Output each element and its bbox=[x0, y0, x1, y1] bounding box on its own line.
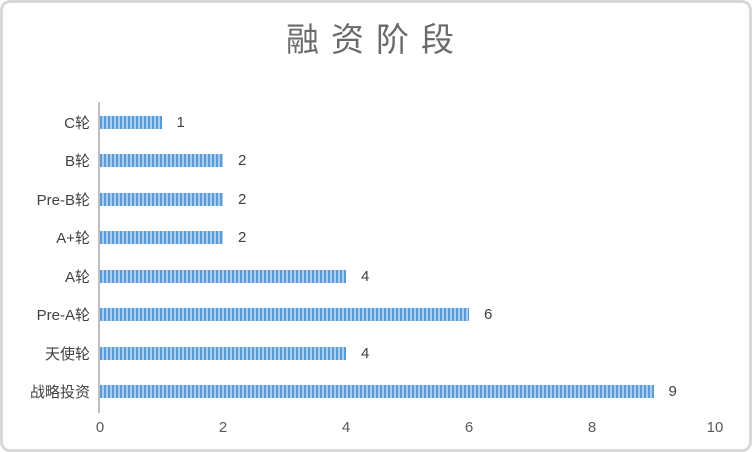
category-label: Pre-A轮 bbox=[36, 307, 90, 325]
value-label: 2 bbox=[238, 229, 247, 247]
bar bbox=[100, 192, 223, 206]
bar-row: C轮 1 bbox=[64, 103, 715, 142]
category-label: B轮 bbox=[64, 153, 90, 171]
value-label: 6 bbox=[484, 306, 493, 324]
category-label: 天使轮 bbox=[44, 345, 90, 363]
x-tick-label: 0 bbox=[95, 419, 105, 436]
bar bbox=[100, 308, 469, 322]
x-tick-label: 2 bbox=[218, 419, 228, 436]
bar-row: Pre-A轮 6 bbox=[37, 296, 715, 335]
category-label: A轮 bbox=[64, 268, 90, 286]
x-axis-ticks: 0 2 4 6 8 10 bbox=[96, 419, 724, 441]
plot-area: C轮 1 B轮 2 Pre-B轮 2 A+轮 2 A轮 4 Pre-A轮 6 天使轮 4 战略投资 9 bbox=[30, 102, 715, 413]
x-tick-label: 6 bbox=[464, 419, 474, 436]
bar-row: 战略投资 9 bbox=[30, 373, 715, 412]
value-label: 4 bbox=[361, 267, 370, 285]
bar-row: A轮 4 bbox=[65, 257, 715, 296]
bar-row: B轮 2 bbox=[65, 142, 715, 181]
x-tick-label: 4 bbox=[341, 419, 351, 436]
value-label: 9 bbox=[668, 383, 677, 401]
bar-row: 天使轮 4 bbox=[45, 334, 715, 373]
bar bbox=[100, 231, 223, 245]
category-label: C轮 bbox=[64, 114, 90, 132]
bar-row: Pre-B轮 2 bbox=[37, 180, 715, 219]
chart-title: 融资阶段 bbox=[286, 23, 466, 59]
bar bbox=[100, 269, 346, 283]
value-label: 1 bbox=[176, 113, 185, 131]
value-label: 2 bbox=[238, 190, 247, 208]
category-label: 战略投资 bbox=[29, 384, 90, 402]
bar-row: A+轮 2 bbox=[56, 219, 715, 258]
x-tick-label: 10 bbox=[706, 419, 724, 436]
value-label: 2 bbox=[238, 152, 247, 170]
bar bbox=[100, 346, 346, 360]
category-label: A+轮 bbox=[56, 230, 90, 248]
value-label: 4 bbox=[361, 344, 370, 362]
y-axis-line bbox=[98, 102, 100, 413]
bar bbox=[100, 154, 223, 168]
category-label: Pre-B轮 bbox=[36, 191, 90, 209]
bar bbox=[100, 385, 654, 399]
x-tick-label: 8 bbox=[587, 419, 597, 436]
bar bbox=[100, 115, 162, 129]
bar-rows: C轮 1 B轮 2 Pre-B轮 2 A+轮 2 A轮 4 Pre-A轮 6 天使轮 4 战略投资 9 bbox=[30, 103, 715, 412]
